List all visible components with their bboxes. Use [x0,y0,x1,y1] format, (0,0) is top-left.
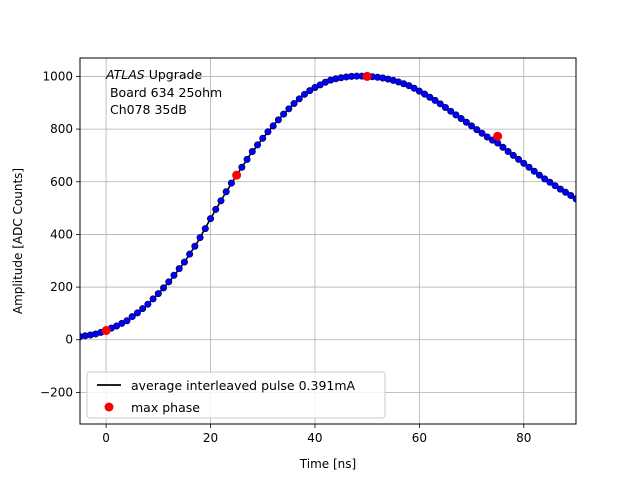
sample-point [290,100,298,108]
sample-point [551,182,559,190]
sample-point [196,234,204,242]
sample-point [556,185,564,193]
sample-point [280,110,288,118]
sample-point [457,115,465,123]
y-tick-label: 800 [50,122,73,136]
sample-point [160,284,168,292]
sample-point [520,159,528,167]
plot-area [80,71,576,341]
sample-point [468,122,476,130]
sample-point [301,90,309,98]
x-tick-label: 80 [516,431,531,445]
sample-point [128,313,136,321]
sample-point [144,300,152,308]
sample-point [431,96,439,104]
sample-point [212,205,220,213]
sample-point [535,171,543,179]
sample-point [567,191,575,199]
max-phase-point [101,326,111,336]
sample-point [191,242,199,250]
sample-point [441,104,449,112]
ticks: 0 20 40 60 80 −200 0 200 400 600 800 1000 [40,69,531,445]
sample-point [447,107,455,115]
sample-point [259,134,267,142]
sample-point [415,87,423,95]
sample-point [154,290,162,298]
sample-point [139,305,147,313]
max-phase-point [362,71,372,81]
sample-point [436,100,444,108]
sample-point [478,129,486,137]
sample-point [562,188,570,196]
sample-point [248,147,256,155]
sample-point [295,95,303,103]
sample-point [306,87,314,95]
sample-point [227,179,235,187]
sample-point [515,155,523,163]
legend: average interleaved pulse 0.391mA max ph… [86,371,386,419]
legend-marker-swatch [104,402,114,412]
annotation-upgrade-text: Upgrade [145,67,203,82]
max-phase-point [232,170,242,180]
sample-point [222,188,230,196]
legend-label-average-pulse: average interleaved pulse 0.391mA [131,378,356,393]
sample-point [175,265,183,273]
sample-point [426,93,434,101]
x-tick-label: 40 [307,431,322,445]
sample-point [274,116,282,124]
sample-point [546,178,554,186]
sample-point [504,147,512,155]
sample-point [530,167,538,175]
sample-point [254,141,262,149]
sample-point [541,175,549,183]
annotation-line-3: Ch078 35dB [106,102,187,117]
sample-point [421,90,429,98]
legend-box [86,371,386,419]
annotation-atlas-italic: ATLAS [105,67,145,82]
sample-point [123,317,131,325]
sample-point [499,143,507,151]
sample-point [243,155,251,163]
y-tick-label: 1000 [42,69,73,83]
sample-point [483,133,491,141]
sample-point [149,295,157,303]
sample-point [186,250,194,258]
sample-point [525,163,533,171]
sample-point [509,151,517,159]
x-tick-label: 60 [412,431,427,445]
annotation-line-2: Board 634 25ohm [106,85,222,100]
sample-point [180,258,188,266]
sample-point [410,84,418,92]
sample-point [264,128,272,136]
sample-point [494,139,502,147]
sample-point [217,197,225,205]
y-tick-label: 200 [50,280,73,294]
annotation-line-1: ATLAS Upgrade [105,67,202,82]
y-axis-label: Amplitude [ADC Counts] [11,168,25,314]
sample-point [165,278,173,286]
max-phase-point [493,131,503,141]
annotation: ATLAS Upgrade Board 634 25ohm Ch078 35dB [105,67,222,117]
sample-point [452,111,460,119]
sample-point [133,309,141,317]
y-tick-label: 600 [50,175,73,189]
sample-point [462,118,470,126]
sample-point [201,225,209,233]
sample-point [170,271,178,279]
sample-point [238,163,246,171]
axes-frame [79,57,577,425]
x-tick-label: 0 [102,431,110,445]
x-tick-label: 20 [203,431,218,445]
sample-point [207,215,215,223]
sample-point [269,122,277,130]
sample-point [285,105,293,113]
y-tick-label: 400 [50,227,73,241]
legend-label-max-phase: max phase [131,400,200,415]
sample-point [473,126,481,134]
y-tick-label: 0 [65,333,73,347]
x-axis-label: Time [ns] [299,457,356,471]
y-tick-label: −200 [40,385,73,399]
